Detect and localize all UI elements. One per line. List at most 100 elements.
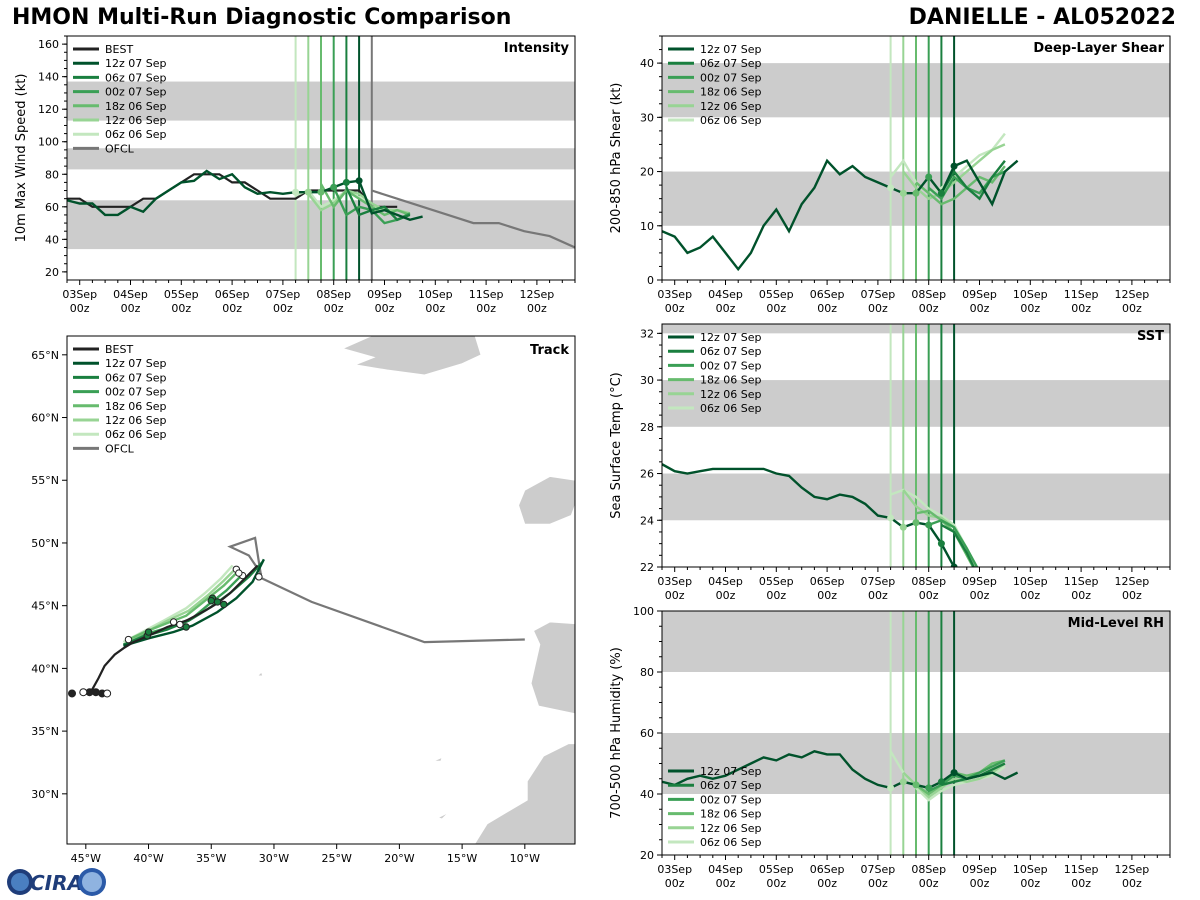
rh-xtick-label-2: 05Sep — [759, 863, 794, 876]
rh-xtick-label-9: 12Sep — [1115, 863, 1150, 876]
track-run-marker-10 — [255, 573, 263, 581]
shear-xtick-sublabel-2: 00z — [766, 302, 786, 315]
intensity-xtick-label-4: 07Sep — [266, 288, 301, 301]
track-ytick-label-1: 35°N — [31, 725, 59, 738]
sst-ytick-label-1: 24 — [640, 514, 654, 527]
shear-series-0 — [662, 158, 1019, 272]
rh-ytick-label-0: 20 — [640, 849, 654, 862]
rh-init-marker-1 — [899, 778, 907, 786]
sst-xtick-sublabel-4: 00z — [868, 589, 888, 602]
track-xtick-label-7: 10°W — [510, 852, 540, 865]
shear-init-marker-5 — [950, 162, 958, 170]
sst-legend-label-1: 06z 07 Sep — [700, 345, 762, 358]
sst-ytick-label-4: 30 — [640, 374, 654, 387]
rh-ytick-label-3: 80 — [640, 666, 654, 679]
canary-land — [437, 812, 449, 820]
intensity-ofcl-line — [371, 189, 575, 249]
rh-init-marker-5 — [950, 769, 958, 777]
sst-legend-label-0: 12z 07 Sep — [700, 331, 762, 344]
track-ytick-label-4: 50°N — [31, 537, 59, 550]
intensity-ytick-label-0: 20 — [45, 266, 59, 279]
intensity-xtick-sublabel-5: 00z — [324, 302, 344, 315]
sst-series-1 — [940, 523, 976, 567]
sst-xtick-sublabel-3: 00z — [817, 589, 837, 602]
rh-init-marker-3 — [925, 784, 933, 792]
shear-xtick-sublabel-1: 00z — [716, 302, 736, 315]
rh-xtick-sublabel-4: 00z — [868, 877, 888, 890]
shear-ytick-label-2: 20 — [640, 166, 654, 179]
intensity-xtick-sublabel-2: 00z — [171, 302, 191, 315]
rh-xtick-sublabel-2: 00z — [766, 877, 786, 890]
sst-xtick-sublabel-7: 00z — [1020, 589, 1040, 602]
sst-xtick-sublabel-9: 00z — [1122, 589, 1142, 602]
track-run-marker-13 — [207, 596, 215, 605]
track-xtick-label-0: 45°W — [71, 852, 101, 865]
intensity-title: Intensity — [504, 41, 570, 56]
track-ytick-label-3: 45°N — [31, 600, 59, 613]
track-legend-label-2: 06z 07 Sep — [105, 371, 167, 384]
shear-ytick-label-4: 40 — [640, 57, 654, 70]
intensity-legend-label-7: OFCL — [105, 142, 135, 155]
intensity-series-4 — [307, 189, 411, 215]
intensity-xtick-label-7: 10Sep — [418, 288, 453, 301]
shear-xtick-label-4: 07Sep — [861, 288, 896, 301]
shear-xtick-label-2: 05Sep — [759, 288, 794, 301]
sst-ytick-label-0: 22 — [640, 561, 654, 574]
rh-xtick-label-3: 06Sep — [810, 863, 845, 876]
rh-plot-area — [662, 611, 1170, 855]
intensity-series-1 — [345, 186, 411, 222]
shear-legend-label-5: 06z 06 Sep — [700, 114, 762, 127]
rh-xtick-sublabel-6: 00z — [970, 877, 990, 890]
shear-xtick-sublabel-5: 00z — [919, 302, 939, 315]
rh-series-3 — [915, 759, 1006, 796]
intensity-init-marker-3 — [330, 183, 338, 191]
shear-xtick-label-1: 04Sep — [708, 288, 743, 301]
sst-xtick-label-4: 07Sep — [861, 575, 896, 588]
iceland-land — [341, 336, 482, 376]
intensity-ytick-label-7: 160 — [38, 38, 59, 51]
shear-series-1 — [940, 159, 1006, 201]
intensity-xtick-sublabel-1: 00z — [121, 302, 141, 315]
track-ytick-label-2: 40°N — [31, 662, 59, 675]
shear-legend-label-3: 18z 06 Sep — [700, 86, 762, 99]
rh-xtick-label-4: 07Sep — [861, 863, 896, 876]
sst-init-marker-0 — [887, 514, 895, 522]
intensity-xtick-label-2: 05Sep — [164, 288, 199, 301]
shear-xtick-sublabel-6: 00z — [970, 302, 990, 315]
logo-text: CIRA — [30, 871, 83, 895]
sst-init-marker-1 — [899, 523, 907, 531]
track-series-0 — [123, 558, 265, 647]
shear-init-marker-4 — [937, 189, 945, 197]
intensity-legend-label-3: 00z 07 Sep — [105, 86, 167, 99]
sst-xtick-sublabel-5: 00z — [919, 589, 939, 602]
track-xtick-label-3: 30°W — [259, 852, 289, 865]
sst-series-2 — [928, 518, 979, 567]
rh-xtick-sublabel-0: 00z — [665, 877, 685, 890]
shear-xtick-label-8: 11Sep — [1064, 288, 1099, 301]
track-xtick-label-5: 20°W — [384, 852, 414, 865]
shear-xtick-label-0: 03Sep — [657, 288, 692, 301]
track-run-marker-9 — [235, 569, 243, 577]
intensity-plot-area — [67, 36, 575, 280]
intensity-series-0 — [67, 169, 423, 222]
sst-xtick-sublabel-6: 00z — [970, 589, 990, 602]
track-run-marker-3 — [176, 620, 184, 629]
logo-globe-inner-icon — [11, 873, 29, 891]
track-legend-label-3: 00z 07 Sep — [105, 386, 167, 399]
intensity-xtick-sublabel-9: 00z — [527, 302, 547, 315]
track-frame — [66, 335, 576, 845]
rh-legend-label-0: 12z 07 Sep — [700, 765, 762, 778]
track-run-marker-12 — [182, 623, 190, 631]
rh-xtick-label-7: 10Sep — [1013, 863, 1048, 876]
track-map: 45°W 40°W 35°W 30°W 25°W 20°W 15°W 10°W 30°N 35°N… — [31, 335, 576, 865]
sst-xtick-sublabel-0: 00z — [665, 589, 685, 602]
shear-xtick-label-5: 08Sep — [911, 288, 946, 301]
sst-init-marker-5 — [950, 563, 958, 567]
shear-xtick-label-6: 09Sep — [962, 288, 997, 301]
europe-africa-land — [474, 517, 575, 844]
shear-legend-label-2: 00z 07 Sep — [700, 71, 762, 84]
track-best-marker-5 — [79, 688, 88, 697]
track-run-marker-11 — [144, 628, 153, 636]
rh-legend-label-1: 06z 07 Sep — [700, 779, 762, 792]
ireland-land — [518, 476, 575, 525]
